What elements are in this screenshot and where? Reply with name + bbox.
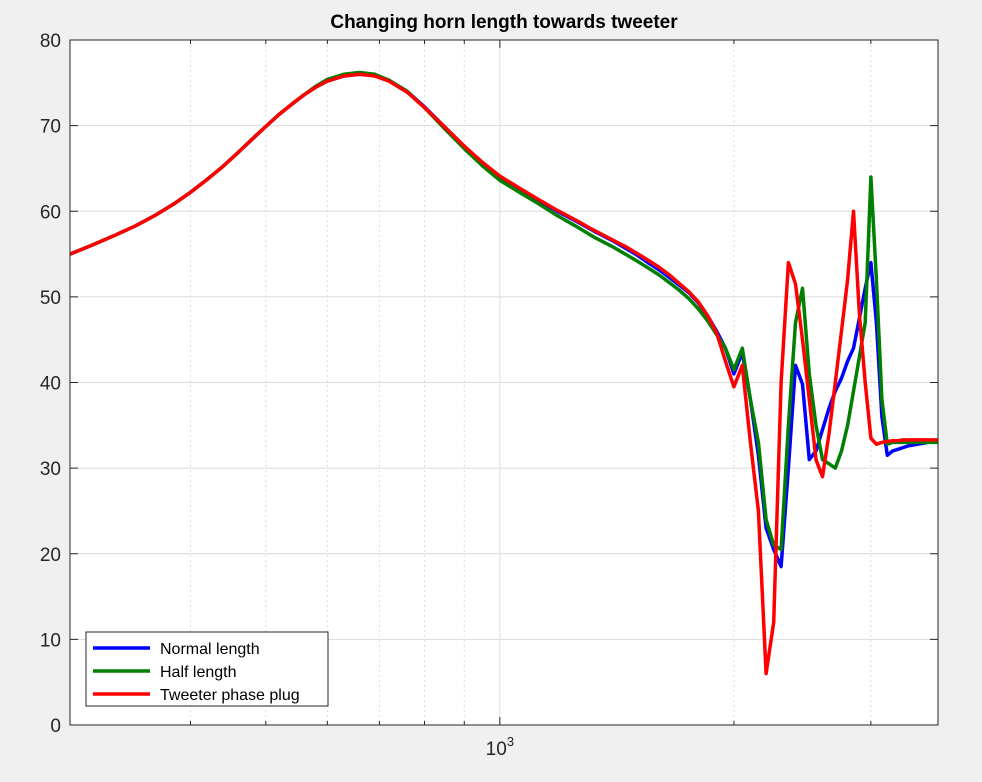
- legend-label: Normal length: [160, 641, 260, 658]
- y-tick-label: 70: [40, 117, 61, 138]
- series-line-tweeter-phase-plug: [70, 72, 938, 676]
- legend: Normal length Half length Tweeter phase pl…: [85, 631, 329, 707]
- y-tick-label: 40: [40, 374, 61, 395]
- y-tick-label: 80: [40, 31, 61, 52]
- series-lines: [70, 70, 938, 676]
- y-tick-label: 50: [40, 288, 61, 309]
- y-tick-label: 10: [40, 630, 61, 651]
- y-tick-label: 30: [40, 459, 61, 480]
- y-axis: 0 10 20 30 40 50 60 70 80: [40, 31, 938, 737]
- legend-label: Half length: [160, 664, 237, 681]
- axes-box: [69, 39, 939, 726]
- x-tick-label: 103: [486, 734, 514, 760]
- chart-title: Changing horn length towards tweeter: [330, 12, 678, 33]
- y-tick-label: 0: [50, 716, 61, 737]
- y-tick-label: 60: [40, 202, 61, 223]
- legend-label: Tweeter phase plug: [160, 687, 300, 704]
- y-tick-label: 20: [40, 545, 61, 566]
- x-axis: 103: [189, 40, 872, 760]
- grid: [70, 40, 938, 725]
